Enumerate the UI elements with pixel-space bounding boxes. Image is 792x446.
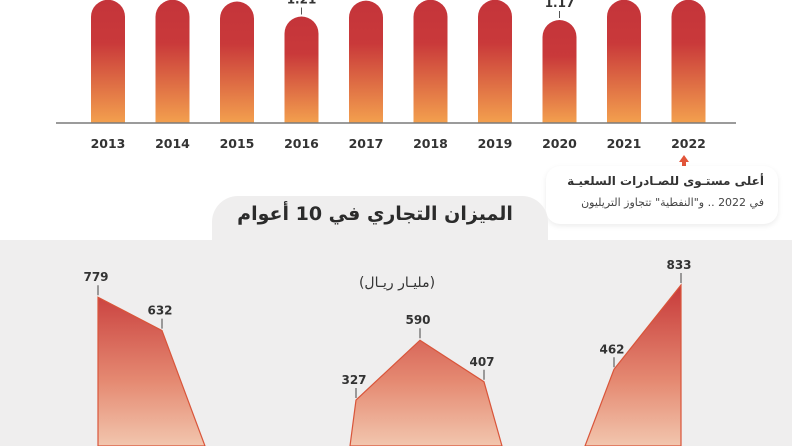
bar-2020 <box>542 20 577 124</box>
bar-2019 <box>478 0 512 123</box>
x-tick-label: 2021 <box>607 136 642 151</box>
point-data-label: 779 <box>83 270 108 284</box>
bar-2017 <box>349 0 383 124</box>
bar-2018 <box>413 0 448 123</box>
x-tick-label: 2018 <box>413 136 448 151</box>
exports-bar-chart: 2013 2014 2015 2016 2017 2018 2019 2020 2021 2022… <box>56 0 736 168</box>
x-tick-label: 2013 <box>91 136 126 151</box>
section-title: الميزان التجاري في 10 أعوام <box>237 203 513 225</box>
x-tick-label: 2020 <box>542 136 577 151</box>
section-title-tab <box>212 196 548 242</box>
bar-2015 <box>220 1 254 124</box>
bar-2022 <box>671 0 706 123</box>
point-data-label: 632 <box>147 304 172 318</box>
point-data-label: 327 <box>341 373 366 387</box>
bar-2013 <box>91 0 125 123</box>
point-data-label: 407 <box>469 355 494 369</box>
x-tick-label: 2016 <box>284 136 319 151</box>
unit-label: (مليـار ريـال) <box>358 275 436 291</box>
x-tick-label: 2015 <box>220 136 255 151</box>
x-tick-label: 2022 <box>671 136 706 151</box>
callout-line-1: أعلى مستـوى للصـادرات السلعيـة <box>567 174 764 188</box>
bar-2021 <box>607 0 641 123</box>
point-data-label: 590 <box>405 313 430 327</box>
area-segment-2 <box>349 339 503 446</box>
callout-line-2: في 2022 .. و"النفطية" تتجاوز التريليون <box>581 196 764 209</box>
area-segment-3 <box>584 283 682 446</box>
bar-data-label: 1.17 <box>545 0 575 10</box>
highlight-arrow-icon <box>679 155 689 168</box>
x-tick-label: 2017 <box>349 136 384 151</box>
point-data-label: 833 <box>666 258 691 272</box>
point-data-label: 462 <box>599 342 624 356</box>
bar-2014 <box>155 0 190 123</box>
x-tick-label: 2014 <box>155 136 190 151</box>
exports-callout: أعلى مستـوى للصـادرات السلعيـة في 2022 .… <box>546 166 778 224</box>
area-segment-1 <box>97 296 206 446</box>
bar-2016 <box>284 16 319 123</box>
x-tick-label: 2019 <box>478 136 513 151</box>
bar-data-label: 1.21 <box>287 0 317 7</box>
